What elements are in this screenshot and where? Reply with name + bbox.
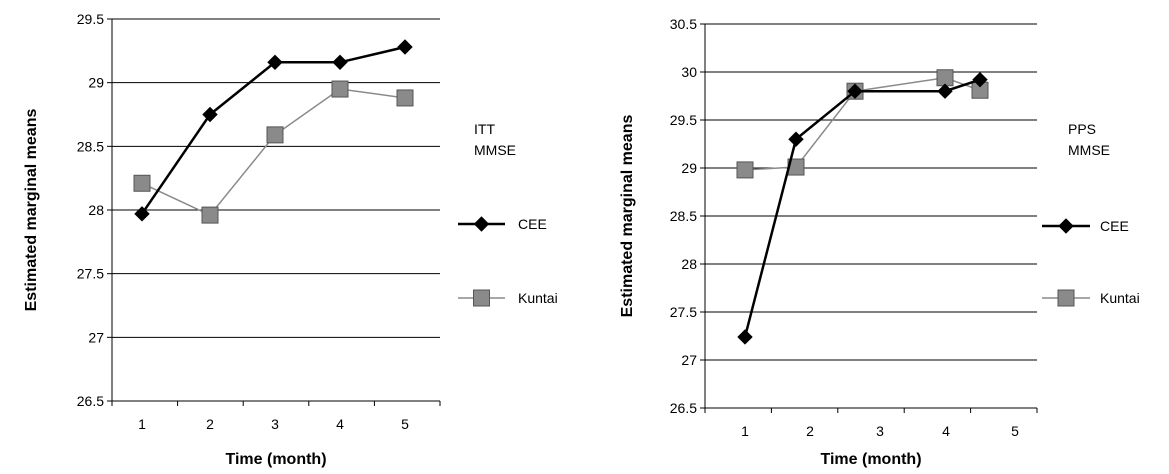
chart-note-line: MMSE — [474, 142, 516, 158]
legend-label: CEE — [1100, 218, 1129, 234]
data-point-cee — [737, 329, 753, 345]
legend-label: CEE — [518, 216, 547, 232]
y-tick-label: 27 — [88, 329, 104, 345]
y-tick-label: 28.5 — [77, 138, 104, 154]
legend-label: Kuntai — [1100, 290, 1140, 306]
y-axis-title: Estimated marginal means — [619, 115, 636, 318]
data-point-cee — [788, 131, 804, 147]
legend-item-kuntai: Kuntai — [1042, 289, 1140, 307]
legend-label: Kuntai — [518, 290, 558, 306]
data-point-cee — [202, 106, 218, 123]
y-tick-label: 28 — [681, 256, 697, 272]
series-line-cee — [743, 78, 981, 338]
x-tick-label: 5 — [1011, 423, 1019, 439]
series-line-kuntai — [141, 88, 406, 217]
series-cee — [737, 71, 988, 345]
x-tick-label: 1 — [138, 416, 146, 432]
legend-marker — [473, 216, 490, 232]
x-tick-label: 1 — [741, 423, 749, 439]
legend-item-cee: CEE — [458, 216, 547, 232]
series-cee — [134, 39, 413, 222]
y-tick-label: 27 — [681, 352, 697, 368]
legend-item-cee: CEE — [1042, 218, 1129, 234]
data-point-cee — [847, 83, 863, 99]
x-axis-title: Time (month) — [225, 451, 326, 468]
y-tick-label: 28.5 — [670, 208, 697, 224]
series-kuntai — [736, 69, 989, 179]
y-tick-label: 29 — [681, 160, 697, 176]
y-tick-label: 29.5 — [670, 112, 697, 128]
data-point-cee — [134, 206, 150, 222]
x-axis-title: Time (month) — [820, 451, 921, 468]
x-tick-label: 4 — [942, 423, 950, 439]
data-point-kuntai — [936, 69, 954, 87]
chart-2: 26.5 27 27.5 28 28.5 29 29.5 30 30.5 1 2 3 4 5 Time (m… — [619, 16, 1140, 468]
y-tick-label: 30 — [681, 64, 697, 80]
data-point-cee — [972, 71, 988, 88]
chart-note-line: MMSE — [1068, 142, 1110, 158]
chart-note-line: PPS — [1068, 121, 1096, 137]
x-tick-label: 3 — [271, 416, 279, 432]
series-kuntai — [133, 80, 414, 224]
data-point-cee — [332, 54, 348, 71]
data-point-kuntai — [201, 206, 219, 224]
data-point-cee — [267, 54, 283, 71]
y-axis-title: Estimated marginal means — [23, 109, 40, 312]
x-tick-label: 4 — [336, 416, 344, 432]
y-tick-label: 27.5 — [670, 304, 697, 320]
data-point-cee — [397, 39, 413, 55]
y-tick-label: 26.5 — [670, 400, 697, 416]
y-tick-label: 29.5 — [77, 11, 104, 27]
legend-marker — [473, 289, 490, 307]
data-point-kuntai — [331, 80, 349, 98]
y-tick-label: 29 — [88, 75, 104, 91]
x-tick-label: 2 — [206, 416, 214, 432]
chart-note-line: ITT — [474, 121, 495, 137]
x-tick-label: 5 — [401, 416, 409, 432]
data-point-kuntai — [133, 174, 151, 192]
data-point-kuntai — [396, 89, 414, 107]
y-tick-label: 27.5 — [77, 266, 104, 282]
y-tick-label: 26.5 — [77, 393, 104, 409]
y-tick-label: 28 — [88, 202, 104, 218]
data-point-kuntai — [266, 126, 284, 144]
data-point-cee — [937, 83, 953, 99]
legend-marker — [1058, 218, 1074, 234]
legend-marker — [1057, 289, 1075, 307]
x-tick-label: 2 — [806, 423, 814, 439]
legend-item-kuntai: Kuntai — [458, 289, 558, 307]
x-tick-label: 3 — [876, 423, 884, 439]
y-tick-label: 30.5 — [670, 16, 697, 32]
data-point-kuntai — [736, 161, 754, 179]
chart-1: 26.5 27 27.5 28 28.5 29 29.5 1 2 3 4 5 Time (month) E… — [23, 11, 558, 468]
